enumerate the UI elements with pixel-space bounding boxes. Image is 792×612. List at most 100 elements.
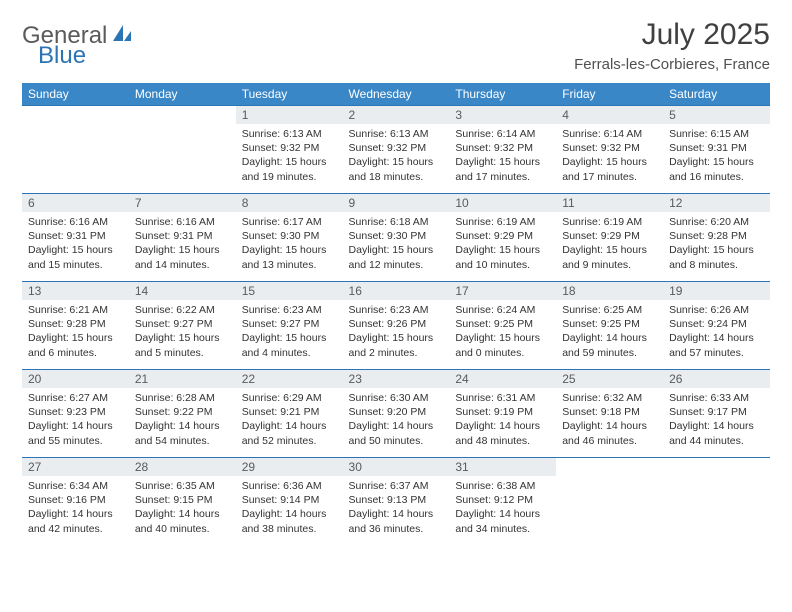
daylight-line: Daylight: 14 hours and 57 minutes. bbox=[669, 331, 764, 359]
calendar-cell: 25Sunrise: 6:32 AMSunset: 9:18 PMDayligh… bbox=[556, 370, 663, 458]
sunrise-line: Sunrise: 6:16 AM bbox=[28, 215, 123, 229]
calendar-cell: 21Sunrise: 6:28 AMSunset: 9:22 PMDayligh… bbox=[129, 370, 236, 458]
calendar-header-row: SundayMondayTuesdayWednesdayThursdayFrid… bbox=[22, 83, 770, 106]
sunrise-line: Sunrise: 6:36 AM bbox=[242, 479, 337, 493]
daylight-line: Daylight: 14 hours and 40 minutes. bbox=[135, 507, 230, 535]
calendar-cell: 13Sunrise: 6:21 AMSunset: 9:28 PMDayligh… bbox=[22, 282, 129, 370]
daylight-line: Daylight: 15 hours and 17 minutes. bbox=[455, 155, 550, 183]
calendar-cell: 3Sunrise: 6:14 AMSunset: 9:32 PMDaylight… bbox=[449, 106, 556, 194]
calendar-row: 1Sunrise: 6:13 AMSunset: 9:32 PMDaylight… bbox=[22, 106, 770, 194]
day-body: Sunrise: 6:38 AMSunset: 9:12 PMDaylight:… bbox=[449, 476, 556, 540]
sunrise-line: Sunrise: 6:17 AM bbox=[242, 215, 337, 229]
daylight-line: Daylight: 14 hours and 34 minutes. bbox=[455, 507, 550, 535]
calendar-cell: 14Sunrise: 6:22 AMSunset: 9:27 PMDayligh… bbox=[129, 282, 236, 370]
sunset-line: Sunset: 9:28 PM bbox=[28, 317, 123, 331]
day-number: 7 bbox=[129, 194, 236, 212]
daylight-line: Daylight: 15 hours and 15 minutes. bbox=[28, 243, 123, 271]
day-body: Sunrise: 6:30 AMSunset: 9:20 PMDaylight:… bbox=[343, 388, 450, 452]
weekday-header: Sunday bbox=[22, 83, 129, 106]
day-number: 15 bbox=[236, 282, 343, 300]
sunrise-line: Sunrise: 6:22 AM bbox=[135, 303, 230, 317]
day-body: Sunrise: 6:21 AMSunset: 9:28 PMDaylight:… bbox=[22, 300, 129, 364]
sunrise-line: Sunrise: 6:14 AM bbox=[562, 127, 657, 141]
day-body: Sunrise: 6:35 AMSunset: 9:15 PMDaylight:… bbox=[129, 476, 236, 540]
sunrise-line: Sunrise: 6:33 AM bbox=[669, 391, 764, 405]
day-body: Sunrise: 6:32 AMSunset: 9:18 PMDaylight:… bbox=[556, 388, 663, 452]
sunrise-line: Sunrise: 6:30 AM bbox=[349, 391, 444, 405]
daylight-line: Daylight: 14 hours and 54 minutes. bbox=[135, 419, 230, 447]
calendar-cell: 20Sunrise: 6:27 AMSunset: 9:23 PMDayligh… bbox=[22, 370, 129, 458]
day-body: Sunrise: 6:31 AMSunset: 9:19 PMDaylight:… bbox=[449, 388, 556, 452]
calendar-row: 13Sunrise: 6:21 AMSunset: 9:28 PMDayligh… bbox=[22, 282, 770, 370]
calendar-cell bbox=[129, 106, 236, 194]
sunrise-line: Sunrise: 6:19 AM bbox=[455, 215, 550, 229]
calendar-row: 6Sunrise: 6:16 AMSunset: 9:31 PMDaylight… bbox=[22, 194, 770, 282]
daylight-line: Daylight: 14 hours and 50 minutes. bbox=[349, 419, 444, 447]
calendar-cell: 7Sunrise: 6:16 AMSunset: 9:31 PMDaylight… bbox=[129, 194, 236, 282]
day-body: Sunrise: 6:34 AMSunset: 9:16 PMDaylight:… bbox=[22, 476, 129, 540]
weekday-header: Tuesday bbox=[236, 83, 343, 106]
daylight-line: Daylight: 15 hours and 18 minutes. bbox=[349, 155, 444, 183]
daylight-line: Daylight: 14 hours and 42 minutes. bbox=[28, 507, 123, 535]
sunset-line: Sunset: 9:31 PM bbox=[28, 229, 123, 243]
daylight-line: Daylight: 15 hours and 13 minutes. bbox=[242, 243, 337, 271]
sunrise-line: Sunrise: 6:29 AM bbox=[242, 391, 337, 405]
day-number: 12 bbox=[663, 194, 770, 212]
calendar-cell: 31Sunrise: 6:38 AMSunset: 9:12 PMDayligh… bbox=[449, 458, 556, 546]
day-body: Sunrise: 6:33 AMSunset: 9:17 PMDaylight:… bbox=[663, 388, 770, 452]
day-number: 26 bbox=[663, 370, 770, 388]
sunrise-line: Sunrise: 6:37 AM bbox=[349, 479, 444, 493]
day-number: 21 bbox=[129, 370, 236, 388]
sunset-line: Sunset: 9:23 PM bbox=[28, 405, 123, 419]
calendar-cell: 12Sunrise: 6:20 AMSunset: 9:28 PMDayligh… bbox=[663, 194, 770, 282]
day-body: Sunrise: 6:27 AMSunset: 9:23 PMDaylight:… bbox=[22, 388, 129, 452]
day-number: 14 bbox=[129, 282, 236, 300]
day-number: 8 bbox=[236, 194, 343, 212]
sunset-line: Sunset: 9:29 PM bbox=[455, 229, 550, 243]
calendar-cell: 6Sunrise: 6:16 AMSunset: 9:31 PMDaylight… bbox=[22, 194, 129, 282]
sunrise-line: Sunrise: 6:19 AM bbox=[562, 215, 657, 229]
daylight-line: Daylight: 15 hours and 2 minutes. bbox=[349, 331, 444, 359]
day-number: 16 bbox=[343, 282, 450, 300]
daylight-line: Daylight: 15 hours and 4 minutes. bbox=[242, 331, 337, 359]
sunset-line: Sunset: 9:19 PM bbox=[455, 405, 550, 419]
day-number: 27 bbox=[22, 458, 129, 476]
sunset-line: Sunset: 9:20 PM bbox=[349, 405, 444, 419]
sunset-line: Sunset: 9:22 PM bbox=[135, 405, 230, 419]
calendar-cell bbox=[22, 106, 129, 194]
weekday-header: Wednesday bbox=[343, 83, 450, 106]
calendar-cell: 22Sunrise: 6:29 AMSunset: 9:21 PMDayligh… bbox=[236, 370, 343, 458]
daylight-line: Daylight: 14 hours and 46 minutes. bbox=[562, 419, 657, 447]
sunset-line: Sunset: 9:18 PM bbox=[562, 405, 657, 419]
sunset-line: Sunset: 9:30 PM bbox=[349, 229, 444, 243]
day-number: 25 bbox=[556, 370, 663, 388]
calendar-cell: 27Sunrise: 6:34 AMSunset: 9:16 PMDayligh… bbox=[22, 458, 129, 546]
day-body: Sunrise: 6:20 AMSunset: 9:28 PMDaylight:… bbox=[663, 212, 770, 276]
day-body: Sunrise: 6:26 AMSunset: 9:24 PMDaylight:… bbox=[663, 300, 770, 364]
sunset-line: Sunset: 9:27 PM bbox=[242, 317, 337, 331]
daylight-line: Daylight: 15 hours and 9 minutes. bbox=[562, 243, 657, 271]
daylight-line: Daylight: 14 hours and 48 minutes. bbox=[455, 419, 550, 447]
sunrise-line: Sunrise: 6:32 AM bbox=[562, 391, 657, 405]
calendar-cell: 23Sunrise: 6:30 AMSunset: 9:20 PMDayligh… bbox=[343, 370, 450, 458]
day-body: Sunrise: 6:37 AMSunset: 9:13 PMDaylight:… bbox=[343, 476, 450, 540]
sunrise-line: Sunrise: 6:13 AM bbox=[242, 127, 337, 141]
day-body: Sunrise: 6:24 AMSunset: 9:25 PMDaylight:… bbox=[449, 300, 556, 364]
day-number: 1 bbox=[236, 106, 343, 124]
day-body: Sunrise: 6:14 AMSunset: 9:32 PMDaylight:… bbox=[556, 124, 663, 188]
location-text: Ferrals-les-Corbieres, France bbox=[574, 56, 770, 73]
sunset-line: Sunset: 9:31 PM bbox=[135, 229, 230, 243]
page-header: General July 2025 Ferrals-les-Corbieres,… bbox=[22, 18, 770, 73]
sunset-line: Sunset: 9:29 PM bbox=[562, 229, 657, 243]
weekday-header: Friday bbox=[556, 83, 663, 106]
sunset-line: Sunset: 9:24 PM bbox=[669, 317, 764, 331]
daylight-line: Daylight: 15 hours and 17 minutes. bbox=[562, 155, 657, 183]
sunrise-line: Sunrise: 6:38 AM bbox=[455, 479, 550, 493]
sunset-line: Sunset: 9:16 PM bbox=[28, 493, 123, 507]
daylight-line: Daylight: 15 hours and 5 minutes. bbox=[135, 331, 230, 359]
calendar-cell bbox=[556, 458, 663, 546]
day-body: Sunrise: 6:16 AMSunset: 9:31 PMDaylight:… bbox=[129, 212, 236, 276]
daylight-line: Daylight: 14 hours and 44 minutes. bbox=[669, 419, 764, 447]
sunrise-line: Sunrise: 6:31 AM bbox=[455, 391, 550, 405]
calendar-cell: 17Sunrise: 6:24 AMSunset: 9:25 PMDayligh… bbox=[449, 282, 556, 370]
